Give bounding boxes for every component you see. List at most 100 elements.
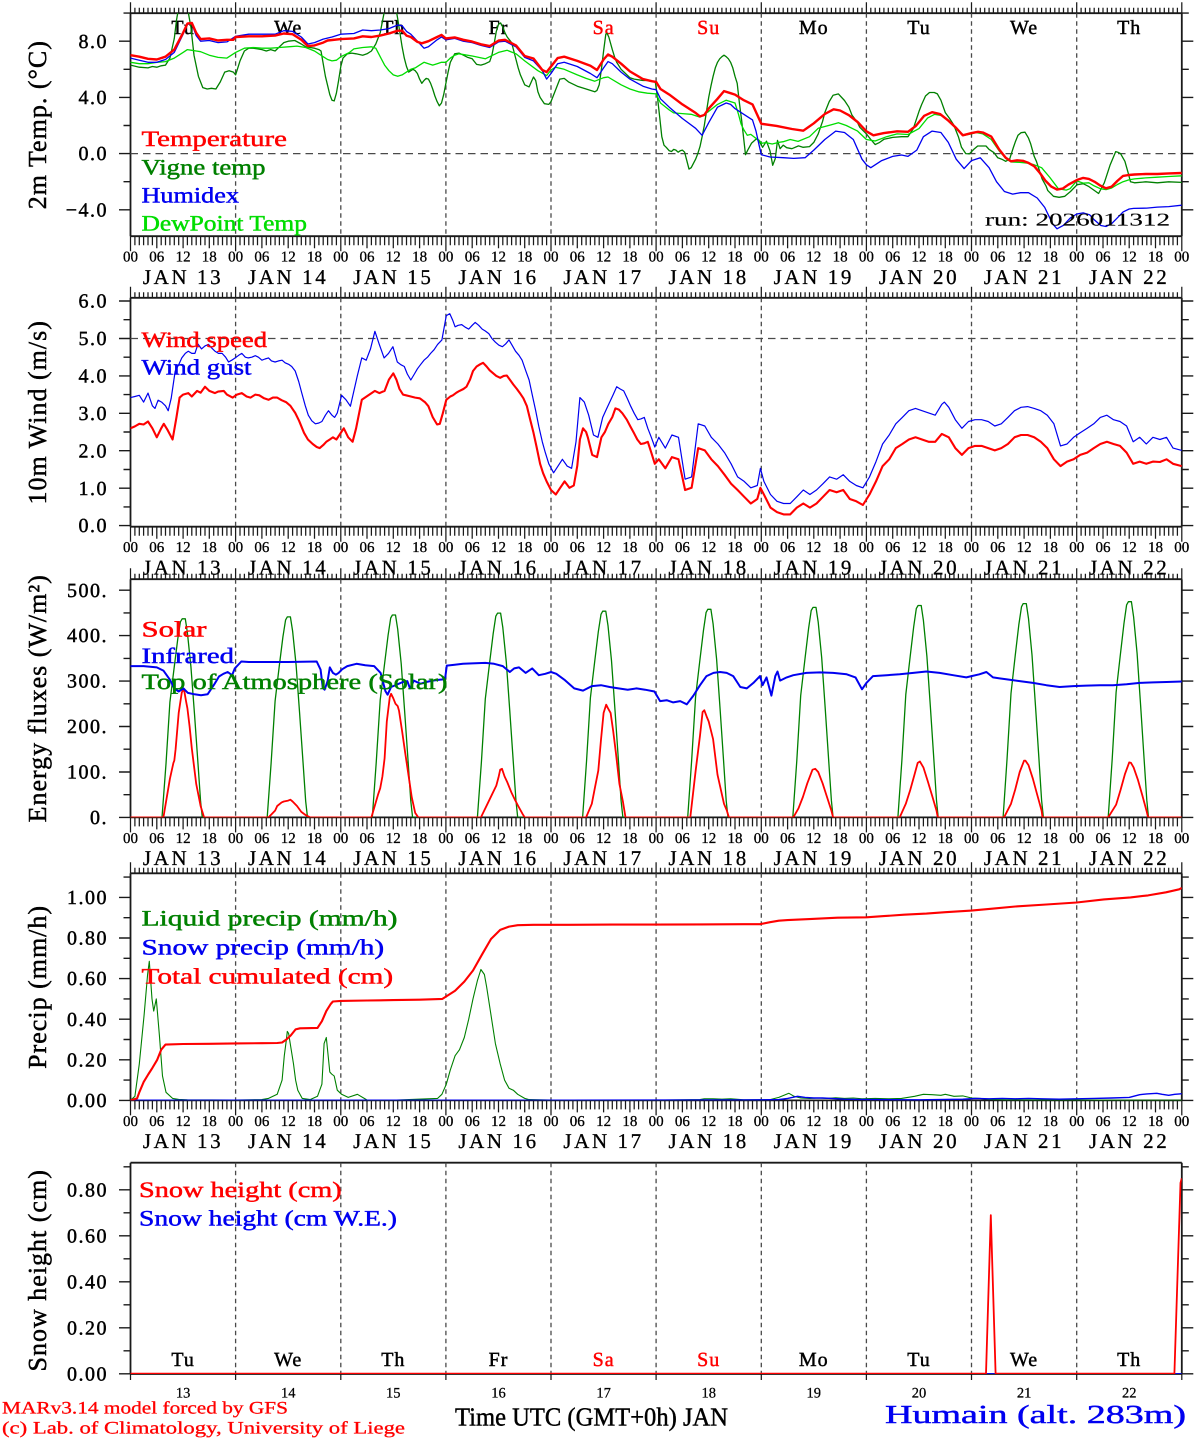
svg-text:12: 12 — [1017, 831, 1032, 847]
svg-text:Th: Th — [381, 1349, 405, 1371]
svg-text:JAN 14: JAN 14 — [248, 555, 328, 579]
svg-text:0.: 0. — [90, 807, 108, 829]
svg-text:06: 06 — [1096, 250, 1112, 266]
svg-text:06: 06 — [675, 831, 691, 847]
svg-text:2.0: 2.0 — [79, 440, 109, 462]
svg-text:0.80: 0.80 — [67, 1179, 108, 1201]
svg-text:18: 18 — [1043, 250, 1058, 266]
svg-text:17: 17 — [596, 1386, 611, 1402]
svg-text:18: 18 — [412, 1114, 427, 1130]
svg-text:00: 00 — [1069, 540, 1084, 556]
svg-text:MARv3.14 model forced by GFS: MARv3.14 model forced by GFS — [2, 1397, 288, 1417]
svg-text:18: 18 — [622, 250, 637, 266]
svg-text:00: 00 — [333, 250, 348, 266]
svg-text:JAN 22: JAN 22 — [1089, 555, 1169, 579]
svg-text:12: 12 — [281, 831, 296, 847]
svg-text:06: 06 — [360, 831, 376, 847]
svg-text:12: 12 — [491, 540, 506, 556]
svg-text:00: 00 — [544, 250, 559, 266]
svg-text:06: 06 — [990, 1114, 1006, 1130]
svg-text:18: 18 — [833, 831, 848, 847]
svg-text:00: 00 — [754, 1114, 769, 1130]
svg-text:0.60: 0.60 — [67, 1225, 108, 1247]
svg-text:JAN 19: JAN 19 — [774, 1129, 854, 1153]
svg-text:Solar: Solar — [142, 616, 208, 641]
svg-text:18: 18 — [938, 1114, 953, 1130]
svg-text:00: 00 — [964, 250, 979, 266]
svg-text:00: 00 — [438, 831, 453, 847]
svg-text:Fr: Fr — [489, 17, 509, 39]
svg-text:1.0: 1.0 — [79, 478, 109, 500]
svg-text:100.: 100. — [67, 762, 108, 784]
svg-text:JAN 19: JAN 19 — [774, 555, 854, 579]
svg-text:DewPoint Temp: DewPoint Temp — [142, 211, 308, 236]
svg-text:0.80: 0.80 — [67, 928, 108, 950]
svg-text:12: 12 — [1122, 831, 1137, 847]
svg-text:00: 00 — [1174, 540, 1189, 556]
svg-text:−4.0: −4.0 — [66, 199, 108, 221]
svg-text:Time UTC (GMT+0h) JAN: Time UTC (GMT+0h) JAN — [455, 1403, 728, 1432]
svg-text:06: 06 — [254, 540, 270, 556]
svg-text:Sa: Sa — [593, 17, 615, 39]
svg-text:00: 00 — [123, 540, 138, 556]
svg-text:12: 12 — [491, 831, 506, 847]
svg-text:12: 12 — [491, 250, 506, 266]
svg-text:JAN 13: JAN 13 — [143, 1129, 223, 1153]
svg-text:18: 18 — [833, 250, 848, 266]
svg-text:12: 12 — [912, 250, 927, 266]
svg-text:18: 18 — [938, 831, 953, 847]
svg-text:22: 22 — [1122, 1386, 1137, 1402]
svg-text:Vigne temp: Vigne temp — [142, 154, 266, 179]
svg-text:00: 00 — [228, 831, 243, 847]
svg-text:06: 06 — [465, 1114, 481, 1130]
svg-text:12: 12 — [1017, 1114, 1032, 1130]
svg-text:06: 06 — [149, 831, 165, 847]
svg-text:00: 00 — [1174, 250, 1189, 266]
svg-text:Su: Su — [697, 17, 720, 39]
svg-text:18: 18 — [202, 1114, 217, 1130]
svg-text:00: 00 — [859, 540, 874, 556]
svg-text:18: 18 — [517, 831, 532, 847]
svg-text:18: 18 — [307, 1114, 322, 1130]
svg-text:12: 12 — [386, 831, 401, 847]
svg-text:200.: 200. — [67, 716, 108, 738]
svg-text:00: 00 — [438, 1114, 453, 1130]
svg-text:18: 18 — [1043, 1114, 1058, 1130]
svg-text:12: 12 — [386, 540, 401, 556]
svg-text:19: 19 — [807, 1386, 822, 1402]
svg-text:18: 18 — [202, 250, 217, 266]
svg-text:12: 12 — [176, 250, 191, 266]
svg-text:12: 12 — [701, 831, 716, 847]
svg-text:06: 06 — [149, 540, 165, 556]
svg-text:18: 18 — [728, 831, 743, 847]
svg-text:21: 21 — [1017, 1386, 1032, 1402]
svg-text:06: 06 — [360, 250, 376, 266]
svg-text:12: 12 — [386, 1114, 401, 1130]
svg-text:JAN 15: JAN 15 — [353, 846, 433, 870]
svg-text:500.: 500. — [67, 580, 108, 602]
svg-text:00: 00 — [1174, 1114, 1189, 1130]
svg-text:4.0: 4.0 — [79, 87, 109, 109]
svg-text:06: 06 — [990, 540, 1006, 556]
svg-text:16: 16 — [491, 1386, 506, 1402]
svg-text:JAN 17: JAN 17 — [563, 555, 643, 579]
svg-text:18: 18 — [517, 1114, 532, 1130]
svg-text:12: 12 — [176, 1114, 191, 1130]
svg-text:18: 18 — [412, 250, 427, 266]
svg-text:00: 00 — [964, 1114, 979, 1130]
svg-text:13: 13 — [176, 1386, 191, 1402]
svg-text:Mo: Mo — [799, 17, 829, 39]
svg-text:JAN 19: JAN 19 — [774, 846, 854, 870]
svg-text:00: 00 — [333, 1114, 348, 1130]
svg-text:00: 00 — [649, 831, 664, 847]
svg-text:Humain (alt. 283m): Humain (alt. 283m) — [885, 1400, 1186, 1429]
svg-text:12: 12 — [806, 250, 821, 266]
svg-text:00: 00 — [964, 831, 979, 847]
svg-text:12: 12 — [912, 540, 927, 556]
svg-text:06: 06 — [1096, 1114, 1112, 1130]
svg-text:06: 06 — [885, 831, 901, 847]
svg-text:00: 00 — [123, 831, 138, 847]
svg-text:12: 12 — [596, 1114, 611, 1130]
svg-text:JAN 21: JAN 21 — [984, 846, 1064, 870]
svg-text:12: 12 — [491, 1114, 506, 1130]
